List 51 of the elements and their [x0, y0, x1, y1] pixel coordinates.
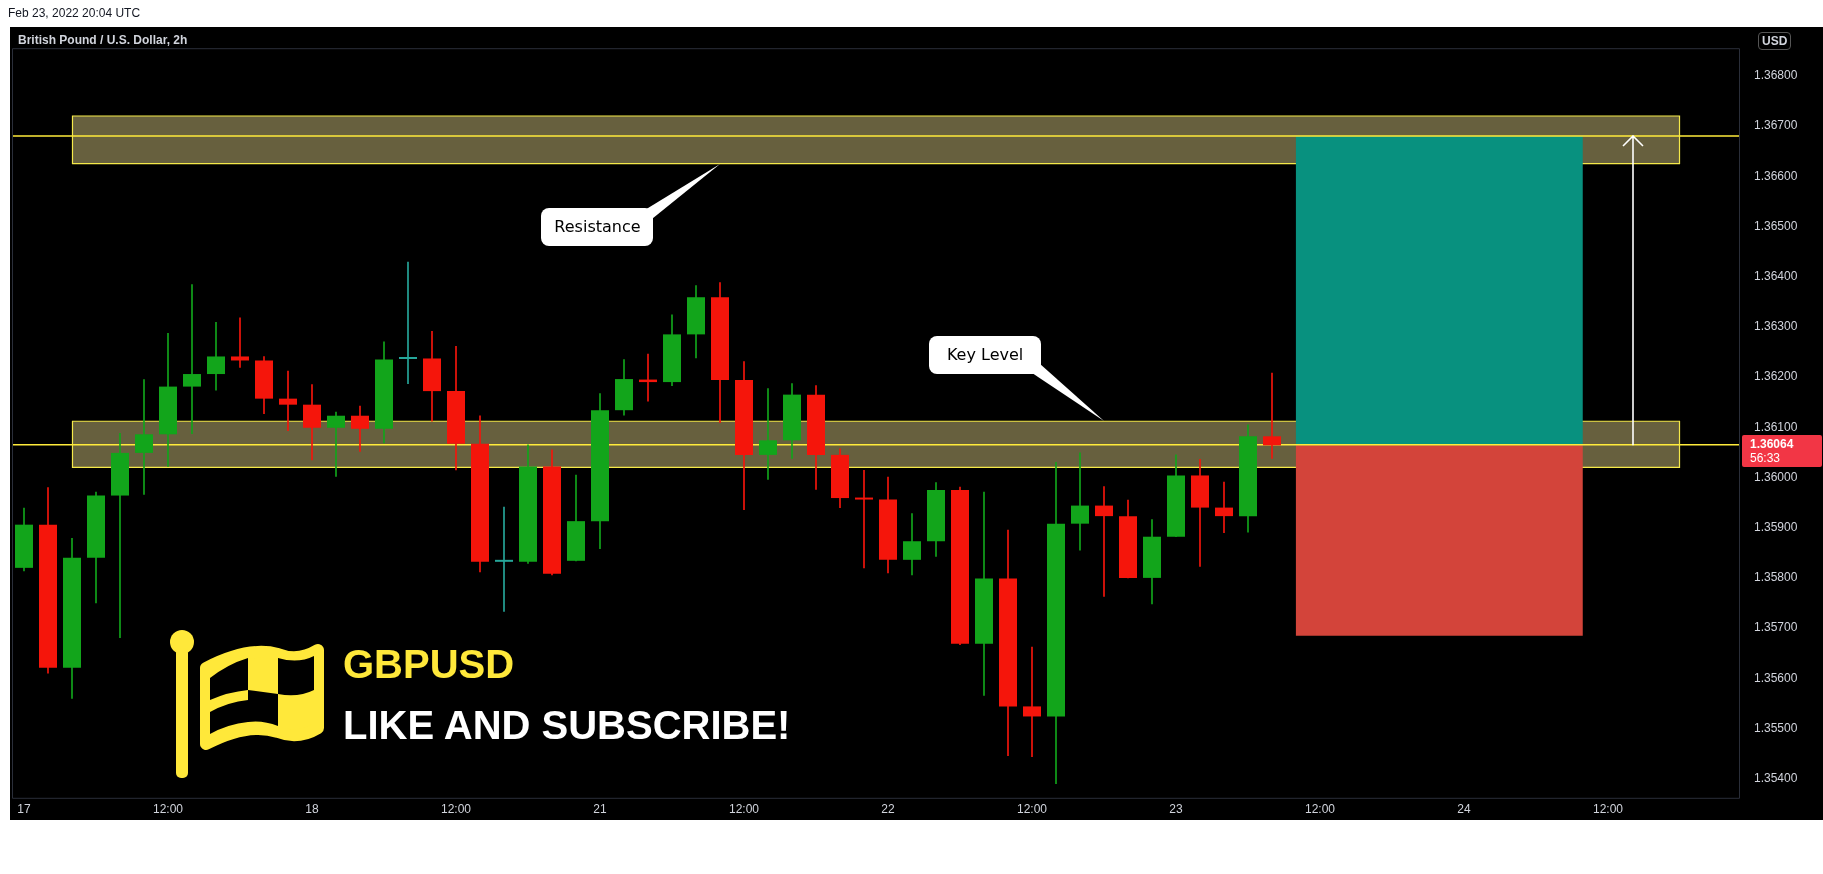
y-tick-label: 1.36600: [1754, 168, 1798, 183]
candlestick: [327, 411, 345, 477]
candlestick: [111, 432, 129, 638]
y-tick-label: 1.35400: [1754, 771, 1798, 786]
y-axis-title: USD: [1758, 32, 1792, 50]
candlestick: [1095, 486, 1113, 597]
x-tick-label: 12:00: [440, 802, 472, 817]
x-tick-label: 17: [17, 802, 31, 817]
y-tick-label: 1.36100: [1754, 419, 1798, 434]
candlestick: [759, 388, 777, 480]
annotation: LIKE AND SUBSCRIBE!: [343, 703, 791, 748]
candlestick: [183, 284, 201, 435]
x-tick-label: 12:00: [728, 802, 760, 817]
y-tick-label: 1.36200: [1754, 369, 1798, 384]
x-tick-label: 22: [881, 802, 895, 817]
candlestick: [279, 370, 297, 432]
candlestick: [135, 379, 153, 495]
candlestick: [1023, 646, 1041, 757]
y-tick-label: 1.35700: [1754, 620, 1798, 635]
x-tick-label: 24: [1457, 802, 1471, 817]
candlestick: [1215, 481, 1233, 534]
candlestick: [855, 470, 873, 569]
chart-title: British Pound / U.S. Dollar, 2h: [18, 33, 188, 47]
annotation: GBPUSD: [343, 642, 515, 687]
candlestick: [1263, 372, 1281, 459]
candlestick: [399, 261, 417, 384]
y-tick-label: 1.36300: [1754, 319, 1798, 334]
candlestick: [495, 506, 513, 612]
text: Feb 23, 2022 20:04 UTC: [8, 6, 141, 20]
candlestick: [1071, 452, 1089, 551]
candlestick: [231, 317, 249, 368]
y-tick-label: 1.36400: [1754, 268, 1798, 283]
y-tick-label: 1.36500: [1754, 218, 1798, 233]
x-tick-label: 12:00: [152, 802, 184, 817]
y-tick-label: 1.35800: [1754, 570, 1798, 585]
x-tick-label: 23: [1169, 802, 1183, 817]
text: 56:33: [1750, 451, 1782, 466]
x-tick-label: 12:00: [1016, 802, 1048, 817]
y-tick-label: 1.35600: [1754, 670, 1798, 685]
y-tick-label: 1.35500: [1754, 720, 1798, 735]
x-tick-label: 12:00: [1592, 802, 1624, 817]
x-tick-label: 21: [593, 802, 607, 817]
y-tick-label: 1.35900: [1754, 519, 1798, 534]
x-tick-label: 12:00: [1304, 802, 1336, 817]
y-tick-label: 1.36700: [1754, 118, 1798, 133]
annotation: Key Level: [945, 345, 1025, 366]
x-tick-label: 18: [305, 802, 319, 817]
y-tick-label: 1.36000: [1754, 469, 1798, 484]
text: 1.36064: [1750, 437, 1795, 452]
annotation: Resistance: [553, 216, 642, 237]
y-tick-label: 1.36800: [1754, 68, 1798, 83]
